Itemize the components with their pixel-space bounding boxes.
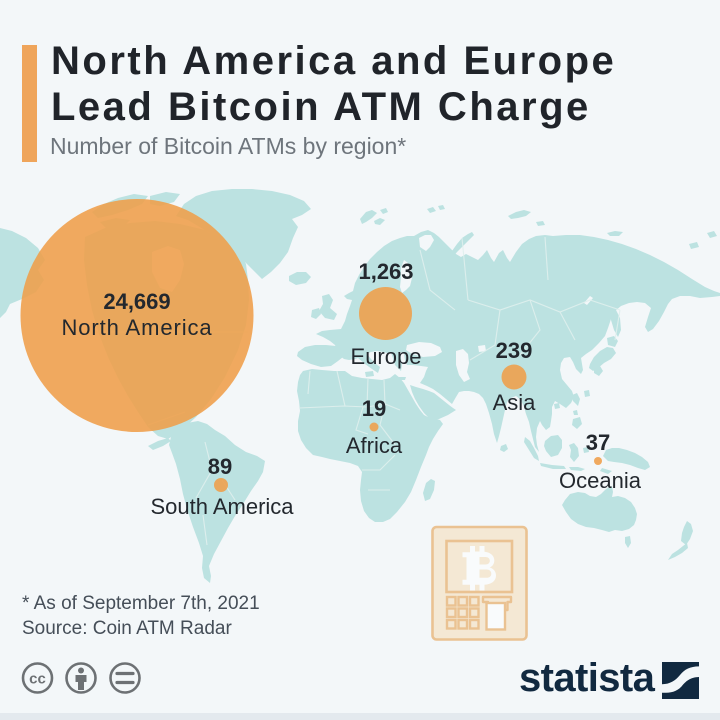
svg-text:cc: cc (29, 671, 46, 688)
